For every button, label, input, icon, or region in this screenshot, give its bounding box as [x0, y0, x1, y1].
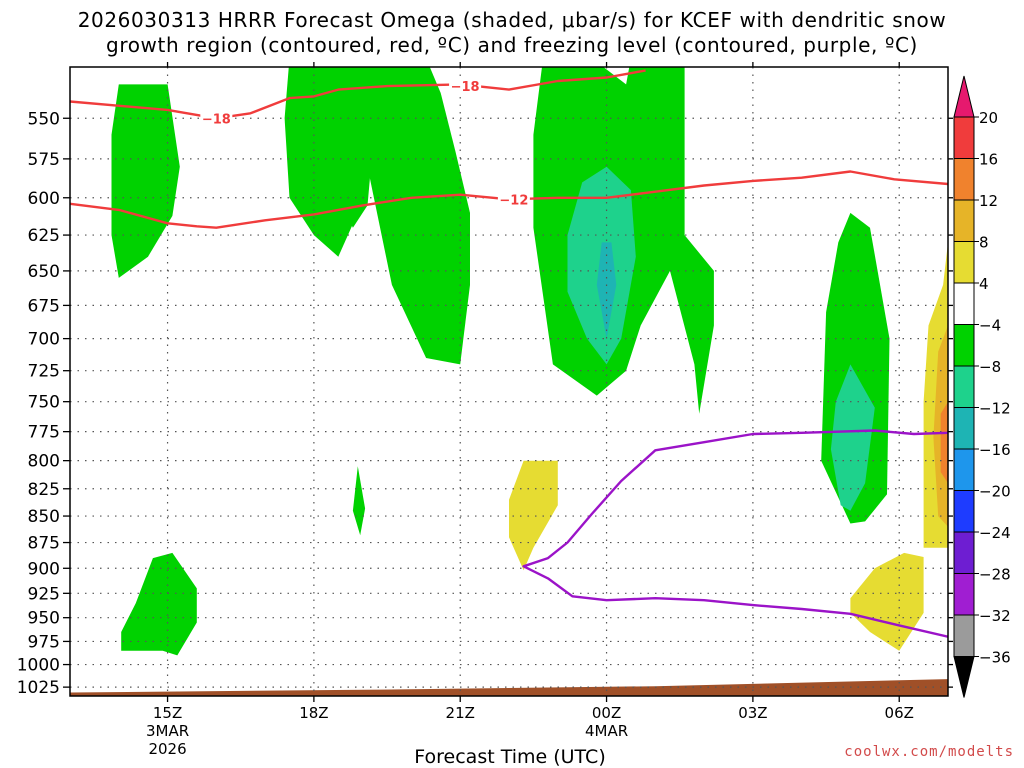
- contour-2: [522, 429, 948, 638]
- colorbar-swatch-8: [953, 448, 975, 491]
- y-tick-label-10: 800: [28, 452, 60, 472]
- colorbar-bottom-arrow: [953, 656, 975, 698]
- x-tick-label-3: 00Z: [592, 704, 621, 722]
- colorbar-swatch-7: [953, 407, 975, 450]
- omega-region-3: [328, 67, 373, 228]
- y-tick-label-0: 550: [28, 109, 60, 129]
- contour-label-bg-2: [497, 191, 530, 207]
- contour-1: [70, 170, 948, 229]
- y-tick-label-7: 725: [28, 362, 60, 382]
- terrain-ground: [70, 679, 948, 696]
- x-tick-label-2: 21Z: [446, 704, 475, 722]
- x-tick-sub1-3: 4MAR: [585, 722, 628, 740]
- x-tick-label-0: 15Z: [153, 704, 182, 722]
- y-tick-label-4: 650: [28, 262, 60, 282]
- colorbar-label-1: 16: [979, 151, 998, 169]
- omega-region-5: [352, 466, 366, 536]
- colorbar-label-8: −16: [979, 441, 1011, 459]
- y-tick-label-5: 675: [28, 296, 60, 316]
- chart-title-line2: growth region (contoured, red, ºC) and f…: [106, 33, 918, 57]
- colorbar-swatch-9: [953, 490, 975, 533]
- credit-link[interactable]: coolwx.com/modelts: [844, 744, 1014, 760]
- plot-area: −18 −18 −12: [70, 67, 948, 696]
- x-tick-label-5: 06Z: [885, 704, 914, 722]
- y-tick-label-14: 900: [28, 559, 60, 579]
- colorbar-label-12: −32: [979, 607, 1011, 625]
- x-tick-sub2-0: 2026: [148, 740, 186, 758]
- chart-title-line1: 2026030313 HRRR Forecast Omega (shaded, …: [77, 8, 947, 32]
- colorbar-swatch-11: [953, 573, 975, 616]
- y-tick-label-8: 750: [28, 393, 60, 413]
- y-tick-label-13: 875: [28, 534, 60, 554]
- x-tick-sub1-0: 3MAR: [146, 722, 189, 740]
- contour-label-bg-0: [449, 78, 482, 94]
- plot-frame: [69, 66, 949, 697]
- omega-region-10: [830, 364, 875, 511]
- y-tick-label-12: 850: [28, 507, 60, 527]
- contour-label-1: −18: [202, 112, 231, 127]
- colorbar-swatch-1: [953, 158, 975, 201]
- y-tick-label-3: 625: [28, 226, 60, 246]
- x-tick-label-4: 03Z: [738, 704, 767, 722]
- colorbar-label-5: −4: [979, 317, 1001, 335]
- omega-region-1: [121, 552, 197, 656]
- colorbar-label-7: −12: [979, 400, 1011, 418]
- colorbar-swatch-6: [953, 365, 975, 408]
- colorbar-top-arrow: [953, 75, 975, 118]
- colorbar-label-2: 12: [979, 192, 998, 210]
- colorbar-label-6: −8: [979, 358, 1001, 376]
- colorbar-label-4: 4: [979, 275, 989, 293]
- y-tick-label-16: 950: [28, 609, 60, 629]
- y-tick-label-2: 600: [28, 189, 60, 209]
- colorbar-swatch-3: [953, 241, 975, 284]
- colorbar-label-13: −36: [979, 649, 1011, 667]
- y-tick-label-9: 775: [28, 423, 60, 443]
- y-tick-label-15: 925: [28, 584, 60, 604]
- y-tick-label-6: 700: [28, 330, 60, 350]
- omega-region-15: [940, 401, 948, 484]
- colorbar-label-0: 20: [979, 109, 998, 127]
- y-tick-label-11: 825: [28, 480, 60, 500]
- contour-label-bg-1: [200, 110, 233, 126]
- omega-region-8: [596, 242, 617, 339]
- colorbar-swatch-12: [953, 614, 975, 657]
- colorbar-label-11: −28: [979, 566, 1011, 584]
- colorbar-label-10: −24: [979, 524, 1011, 542]
- y-tick-label-19: 1025: [17, 678, 60, 698]
- contour-label-0: −18: [451, 80, 480, 95]
- y-tick-label-1: 575: [28, 150, 60, 170]
- plot-background: [70, 67, 948, 696]
- colorbar-label-9: −20: [979, 483, 1011, 501]
- x-tick-label-1: 18Z: [299, 704, 328, 722]
- colorbar-swatch-5: [953, 324, 975, 367]
- y-tick-label-17: 975: [28, 632, 60, 652]
- colorbar-swatch-10: [953, 531, 975, 574]
- y-tick-label-18: 1000: [17, 656, 60, 676]
- x-axis-title: Forecast Time (UTC): [414, 746, 606, 768]
- contour-0: [70, 69, 646, 120]
- colorbar-swatch-0: [953, 116, 975, 159]
- colorbar-swatch-4: [953, 282, 975, 325]
- contour-label-2: −12: [499, 193, 528, 208]
- chart-title: 2026030313 HRRR Forecast Omega (shaded, …: [0, 8, 1024, 58]
- omega-region-0: [111, 84, 180, 278]
- colorbar-label-3: 8: [979, 234, 989, 252]
- omega-region-4: [363, 67, 470, 365]
- colorbar-swatch-2: [953, 199, 975, 242]
